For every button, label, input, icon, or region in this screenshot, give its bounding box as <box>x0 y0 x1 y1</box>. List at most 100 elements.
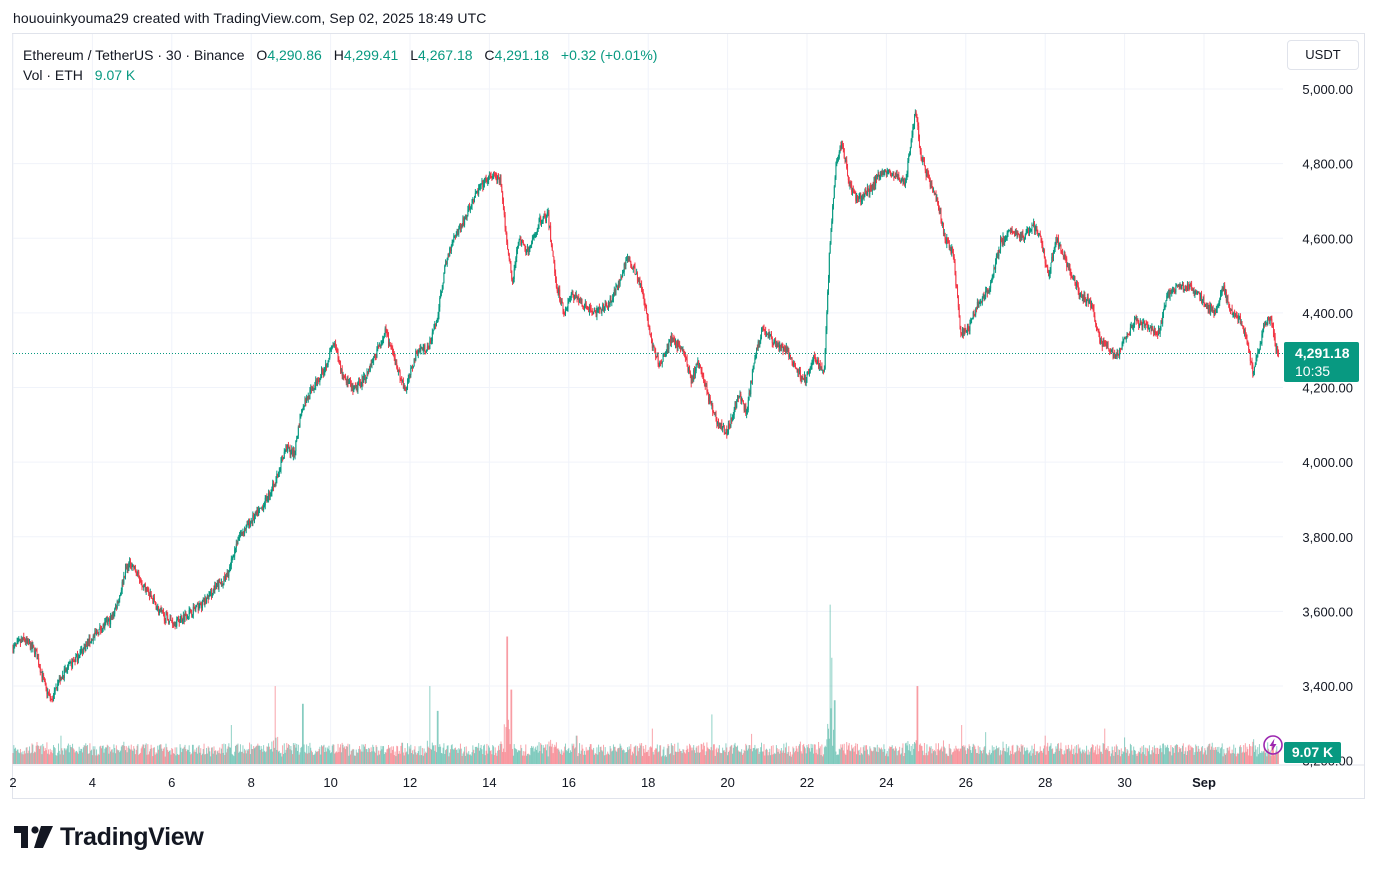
candle-body <box>1265 323 1267 325</box>
candle-body <box>871 184 873 191</box>
candle-body <box>891 175 893 177</box>
volume-bar <box>510 689 512 764</box>
volume-bar <box>741 754 743 764</box>
candle-body <box>598 307 600 309</box>
candle-body <box>1172 287 1174 291</box>
candle-body <box>426 350 428 352</box>
candle-body <box>596 309 598 317</box>
candle-body <box>880 172 882 178</box>
candle-body <box>1199 293 1201 301</box>
candle-body <box>1087 297 1089 303</box>
candle-body <box>469 206 471 210</box>
candle-body <box>181 616 183 621</box>
volume-bar <box>521 755 523 764</box>
volume-bar <box>1068 748 1070 764</box>
volume-bar <box>1033 748 1035 764</box>
volume-bar <box>945 753 947 764</box>
volume-bar <box>32 744 34 764</box>
volume-bar <box>787 752 789 764</box>
volume-bar <box>96 755 98 764</box>
volume-bar <box>595 753 597 764</box>
candle-body <box>989 288 991 292</box>
volume-bar <box>155 752 157 764</box>
candle-body <box>1239 316 1241 318</box>
candle-body <box>101 627 103 633</box>
volume-bar <box>952 752 954 764</box>
candle-body <box>579 298 581 301</box>
x-tick-label: 18 <box>641 775 655 790</box>
candle-body <box>273 483 275 487</box>
candle-body <box>353 387 355 392</box>
candle-body <box>794 365 796 369</box>
candle-body <box>239 533 241 536</box>
volume-bar <box>216 751 218 764</box>
candle-body <box>775 339 777 347</box>
tradingview-logo[interactable]: TradingView <box>14 822 204 852</box>
volume-bar <box>422 755 424 764</box>
volume-bar <box>1212 749 1214 764</box>
volume-label[interactable]: Vol · ETH <box>23 67 83 83</box>
candle-body <box>364 375 366 377</box>
volume-bar <box>793 748 795 764</box>
candle-body <box>816 362 818 364</box>
candle-body <box>481 180 483 185</box>
volume-bar <box>713 744 715 764</box>
candle-body <box>847 175 849 181</box>
volume-bar <box>825 746 827 764</box>
volume-bar <box>542 745 544 764</box>
currency-button[interactable]: USDT <box>1287 40 1359 70</box>
volume-bar <box>887 756 889 764</box>
volume-bar <box>98 754 100 764</box>
volume-bar <box>238 752 240 764</box>
candle-body <box>344 376 346 378</box>
candle-body <box>885 170 887 172</box>
volume-bar <box>398 750 400 764</box>
candle-body <box>591 310 593 313</box>
volume-bar <box>895 748 897 764</box>
candle-body <box>732 417 734 420</box>
volume-bar <box>1177 752 1179 764</box>
volume-bar <box>1031 745 1033 764</box>
candle-body <box>92 636 94 641</box>
volume-bar <box>1103 743 1105 764</box>
candle-body <box>372 361 374 363</box>
volume-bar <box>607 751 609 764</box>
candle-body <box>999 249 1001 251</box>
candle-body <box>251 521 253 523</box>
candle-body <box>383 334 385 337</box>
candle-body <box>364 375 366 381</box>
flash-icon[interactable] <box>1262 734 1284 756</box>
volume-bar <box>246 749 248 764</box>
volume-bar <box>1059 748 1061 764</box>
candle-body <box>450 247 452 252</box>
candle-body <box>91 638 93 641</box>
volume-bar <box>806 745 808 764</box>
volume-bar <box>552 753 554 764</box>
candle-body <box>701 370 703 373</box>
volume-bar <box>631 755 633 764</box>
candle-body <box>746 410 748 412</box>
volume-bar <box>564 746 566 764</box>
volume-bar <box>162 751 164 764</box>
candle-body <box>115 606 117 608</box>
volume-bar <box>483 745 485 764</box>
open-value: 4,290.86 <box>267 47 322 63</box>
volume-bar <box>184 744 186 764</box>
volume-bar <box>1160 748 1162 764</box>
symbol-title[interactable]: Ethereum / TetherUS · 30 · Binance <box>23 47 245 63</box>
candle-body <box>1204 302 1206 306</box>
candle-body <box>788 350 790 358</box>
candle-body <box>652 346 654 348</box>
volume-bar <box>1209 743 1211 764</box>
candle-body <box>215 586 217 588</box>
candle-body <box>567 302 569 309</box>
volume-bar <box>362 751 364 764</box>
candle-body <box>326 365 328 367</box>
volume-bar <box>401 742 403 764</box>
candle-body <box>904 182 906 186</box>
volume-bar <box>54 748 56 764</box>
candle-body <box>275 479 277 486</box>
candle-body <box>1109 350 1111 352</box>
volume-bar <box>670 743 672 764</box>
